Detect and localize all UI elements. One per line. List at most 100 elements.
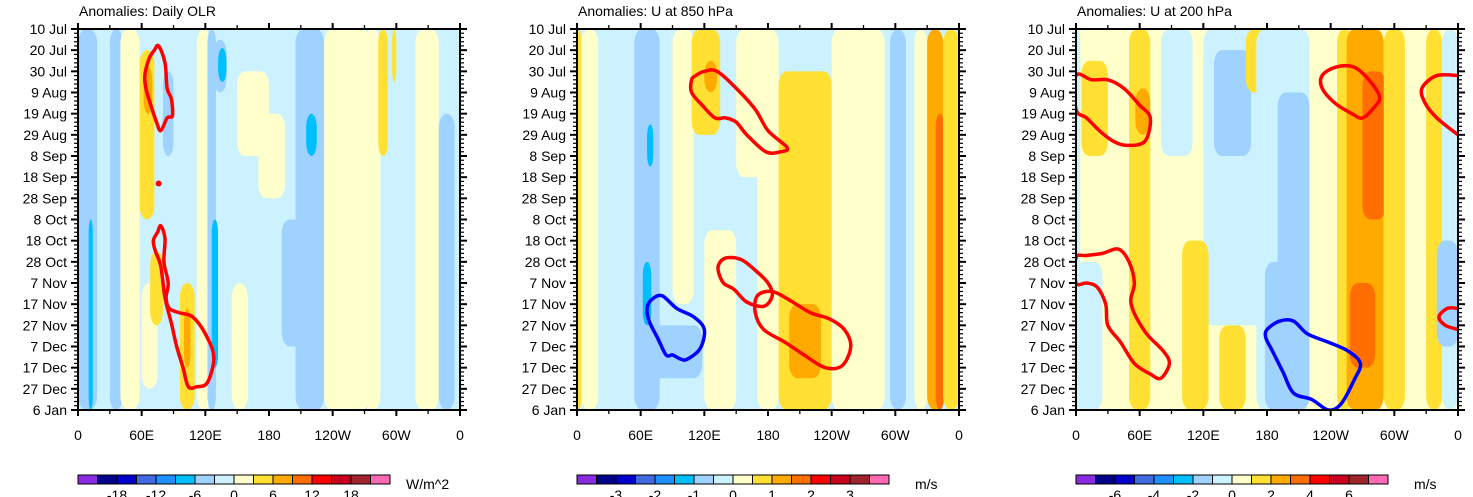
field-patch — [184, 308, 191, 368]
heatmap-field — [577, 29, 959, 410]
contour-positive — [1076, 72, 1153, 148]
field-patch — [438, 113, 455, 410]
colorbar-box — [350, 474, 371, 485]
colorbar-box — [1231, 474, 1252, 485]
contour-negative — [645, 293, 707, 362]
colorbar-box — [752, 474, 773, 485]
y-tick-label: 29 Aug — [522, 127, 566, 143]
colorbar-label: 1 — [768, 487, 776, 497]
contour-positive — [688, 68, 790, 155]
y-tick-label: 27 Nov — [23, 317, 67, 333]
x-tick-label: 60E — [1127, 427, 1152, 443]
panel-2: Anomalies: U at 850 hPa 0 60E 120E 180 120W 60… — [522, 3, 966, 497]
colorbar-label: 2 — [1267, 487, 1275, 497]
colorbar-box — [1095, 474, 1116, 485]
field-patch — [415, 29, 439, 410]
panel-title: Anomalies: U at 200 hPa — [1077, 3, 1232, 19]
colorbar-box — [1329, 474, 1350, 485]
colorbar-box — [1173, 474, 1194, 485]
y-tick-label: 30 Jul — [529, 63, 566, 79]
contours — [1076, 64, 1458, 410]
x-tick-label: 120E — [189, 427, 222, 443]
colorbar-box — [1348, 474, 1369, 485]
y-tick-label: 18 Oct — [26, 233, 67, 249]
x-tick-label: 120W — [314, 427, 351, 443]
colorbar-box — [791, 474, 812, 485]
y-tick-label: 18 Oct — [525, 233, 566, 249]
x-tick-label: 0 — [456, 427, 464, 443]
colorbar-box — [713, 474, 734, 485]
y-tick-label: 8 Oct — [1032, 212, 1066, 228]
colorbar-label: -2 — [649, 487, 662, 497]
y-tick-label: 27 Dec — [23, 381, 67, 397]
x-tick-label: 0 — [573, 427, 581, 443]
x-tick-label: 60E — [628, 427, 653, 443]
panel-title: Anomalies: U at 850 hPa — [578, 3, 733, 19]
y-tick-label: 20 Jul — [1028, 42, 1065, 58]
y-tick-label: 9 Aug — [530, 85, 566, 101]
y-tick-label: 19 Aug — [522, 106, 566, 122]
y-tick-label: 28 Oct — [26, 254, 67, 270]
x-tick-label: 120E — [688, 427, 721, 443]
colorbar-label: -6 — [189, 487, 202, 497]
colorbar-box — [331, 474, 352, 485]
field-patch — [653, 325, 703, 379]
colorbar-box — [272, 474, 293, 485]
colorbar-box — [116, 474, 137, 485]
y-tick-label: 27 Nov — [522, 317, 566, 333]
y-tick-label: 10 Jul — [529, 21, 566, 37]
field-patch — [943, 29, 959, 410]
colorbar-box — [849, 474, 870, 485]
y-tick-label: 29 Aug — [23, 127, 67, 143]
colorbar-box — [175, 474, 196, 485]
colorbar-label: 0 — [230, 487, 238, 497]
x-tick-label: 60W — [881, 427, 911, 443]
y-tick-label: 6 Jan — [1031, 402, 1065, 418]
y-tick-label: 28 Sep — [23, 190, 68, 206]
field-patch — [831, 29, 885, 410]
field-patch — [78, 29, 98, 410]
y-tick-label: 19 Aug — [23, 106, 67, 122]
colorbar-label: 6 — [269, 487, 277, 497]
y-tick-label: 30 Jul — [30, 63, 67, 79]
x-tick-label: 0 — [1454, 427, 1462, 443]
colorbar: -6 -4 -2 0 2 4 6 m/s — [1075, 474, 1437, 497]
colorbar-box — [654, 474, 675, 485]
colorbar-label: -12 — [146, 487, 166, 497]
field-patch — [914, 29, 928, 410]
heatmap-field — [78, 29, 460, 410]
field-patch — [378, 29, 388, 156]
field-patch — [577, 29, 582, 410]
colorbar-units: m/s — [915, 476, 938, 492]
field-patch — [295, 29, 325, 410]
field-patch — [196, 29, 211, 410]
colorbar-box — [1134, 474, 1155, 485]
colorbar-label: -3 — [610, 487, 623, 497]
y-tick-label: 18 Sep — [1021, 169, 1066, 185]
colorbar-label: -18 — [107, 487, 127, 497]
field-patch — [258, 113, 285, 199]
y-tick-label: 8 Oct — [533, 212, 567, 228]
y-tick-label: 7 Dec — [30, 339, 67, 355]
colorbar-box — [1075, 474, 1096, 485]
y-tick-label: 28 Oct — [1024, 254, 1065, 270]
y-tick-label: 17 Nov — [23, 296, 67, 312]
field-patch — [162, 71, 174, 156]
field-patch — [218, 48, 227, 82]
colorbar-box — [1270, 474, 1291, 485]
y-tick-label: 17 Dec — [522, 360, 566, 376]
y-tick-label: 8 Sep — [1028, 148, 1065, 164]
x-tick-label: 60E — [129, 427, 154, 443]
colorbar-box — [771, 474, 792, 485]
contour-positive — [716, 255, 775, 309]
colorbar-box — [674, 474, 695, 485]
colorbar-box — [635, 474, 656, 485]
field-patch — [1160, 29, 1193, 156]
y-tick-label: 8 Sep — [30, 148, 67, 164]
colorbar-box — [830, 474, 851, 485]
field-patch — [1219, 325, 1246, 410]
y-tick-label: 19 Aug — [1021, 106, 1065, 122]
field-patch — [1349, 283, 1376, 368]
field-patch — [211, 219, 219, 368]
contour-dot — [155, 180, 162, 187]
